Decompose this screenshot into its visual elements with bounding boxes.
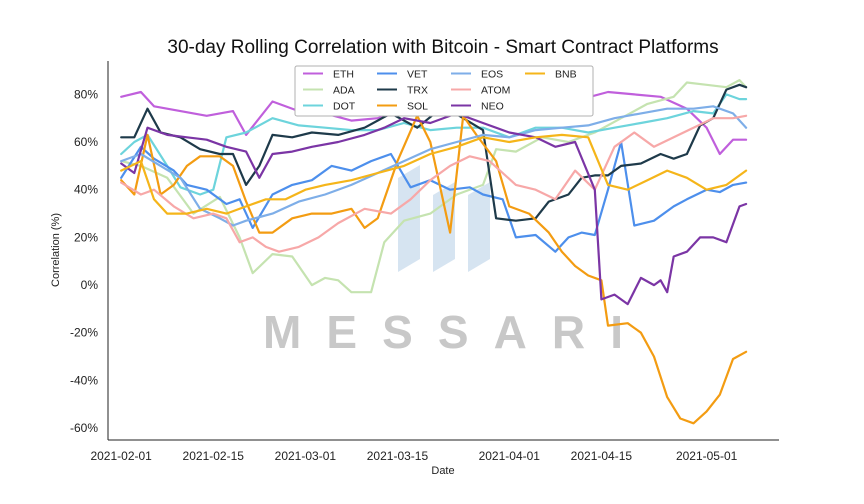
y-tick-label: 20%	[74, 230, 98, 244]
y-tick-label: 80%	[74, 87, 98, 101]
x-axis-label: Date	[431, 465, 454, 477]
series-line-neo	[120, 112, 748, 306]
axes	[107, 61, 779, 441]
x-tick-label: 2021-03-01	[275, 449, 337, 463]
x-tick-label: 2021-04-01	[479, 449, 541, 463]
legend-label-eth: ETH	[333, 69, 354, 81]
y-tick-label: -40%	[70, 373, 98, 387]
series-line-bnb	[120, 133, 748, 215]
y-tick-label: 60%	[74, 135, 98, 149]
x-tick-label: 2021-02-15	[183, 449, 245, 463]
y-axis-label: Correlation (%)	[50, 213, 62, 287]
y-tick-label: -20%	[70, 326, 98, 340]
x-tick-label: 2021-03-15	[367, 449, 429, 463]
y-tick-label: 40%	[74, 183, 98, 197]
legend-label-sol: SOL	[407, 101, 428, 113]
y-tick-labels: -60% -40% -20% 0% 20% 40% 60% 80%	[70, 87, 98, 435]
x-tick-labels: 2021-02-01 2021-02-15 2021-03-01 2021-03-15…	[90, 449, 737, 463]
legend-label-eos: EOS	[481, 69, 503, 81]
series-line-vet	[120, 140, 748, 253]
series-lines	[120, 78, 748, 425]
legend-label-atom: ATOM	[481, 85, 510, 97]
legend-label-vet: VET	[407, 69, 428, 81]
legend-label-dot: DOT	[333, 101, 356, 113]
watermark-logo-bar-2	[433, 182, 455, 272]
series-line-trx	[120, 83, 748, 222]
y-tick-label: 0%	[81, 278, 99, 292]
series-line-atom	[120, 114, 748, 253]
legend-label-bnb: BNB	[555, 69, 577, 81]
x-tick-label: 2021-04-15	[571, 449, 633, 463]
legend-label-trx: TRX	[407, 85, 428, 97]
chart-title: 30-day Rolling Correlation with Bitcoin …	[167, 37, 718, 58]
legend: ETH ADA DOT VET TRX SOL EOS ATOM NEO BNB	[294, 65, 594, 117]
x-tick-label: 2021-05-01	[676, 449, 738, 463]
watermark-text: MESSARI	[263, 306, 623, 358]
legend-label-neo: NEO	[481, 101, 504, 113]
y-tick-label: -60%	[70, 421, 98, 435]
watermark-logo-bar-3	[468, 182, 490, 272]
x-tick-label: 2021-02-01	[90, 449, 152, 463]
series-line-ada	[120, 78, 748, 294]
series-line-sol	[120, 114, 748, 425]
legend-box	[294, 65, 594, 117]
legend-label-ada: ADA	[333, 85, 355, 97]
